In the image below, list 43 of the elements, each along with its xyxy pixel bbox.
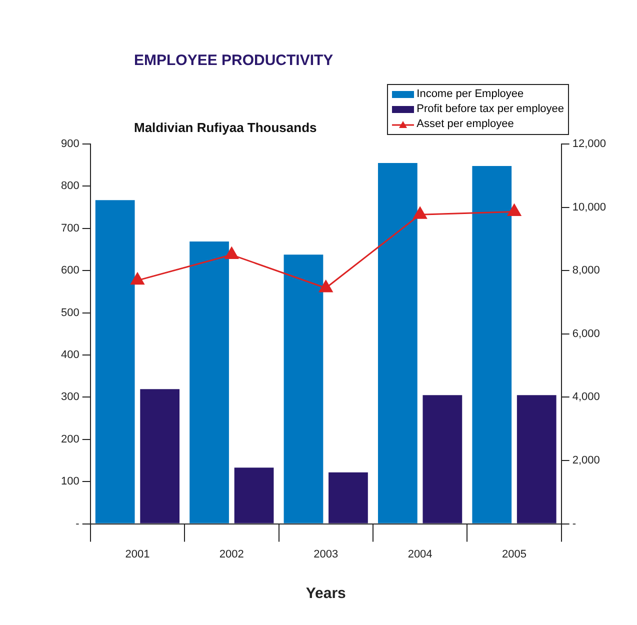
x-tick-label: 2004 xyxy=(408,548,432,560)
bar xyxy=(378,162,418,524)
y2-tick-label: 2,000 xyxy=(572,454,600,467)
point xyxy=(319,280,333,292)
x-tick-label: 2003 xyxy=(314,548,338,560)
x-tick-label: 2005 xyxy=(502,548,526,560)
x-axis-title: Years xyxy=(306,585,346,602)
y-tick-label: 600 xyxy=(60,264,80,277)
bar xyxy=(472,166,512,524)
point xyxy=(224,247,238,260)
bar xyxy=(422,395,462,524)
bar xyxy=(328,472,368,524)
legend-label: Profit before tax per employee xyxy=(416,102,564,117)
y-tick-label: 800 xyxy=(60,180,80,192)
y-tick-label: 300 xyxy=(60,391,80,404)
bar xyxy=(190,241,229,524)
y2-tick-label: 12,000 xyxy=(572,138,606,150)
point xyxy=(413,206,427,219)
bar xyxy=(234,468,274,524)
bar xyxy=(284,254,324,524)
point xyxy=(507,204,522,216)
legend-label: Income per Employee xyxy=(416,87,524,102)
y-axis-title: Maldivian Rufiyaa Thousands xyxy=(134,120,317,135)
bar xyxy=(516,395,556,524)
x-tick-label: 2001 xyxy=(125,548,150,560)
point xyxy=(130,272,144,285)
y-tick-label: 400 xyxy=(60,349,80,362)
y2-tick-label: 10,000 xyxy=(572,201,606,214)
y2-tick-label: 4,000 xyxy=(572,391,600,404)
y-tick-label: 100 xyxy=(60,476,80,488)
y2-tick-label: 6,000 xyxy=(572,328,600,340)
x-tick-label: 2002 xyxy=(219,548,244,560)
y2-tick-label: 8,000 xyxy=(572,264,600,277)
y-tick-label: 900 xyxy=(60,138,80,150)
y-tick-label: - xyxy=(76,518,80,530)
y-tick-label: 200 xyxy=(60,433,80,446)
bar xyxy=(140,389,180,524)
bar xyxy=(95,200,135,524)
y-tick-label: 500 xyxy=(60,306,80,319)
y2-tick-label: - xyxy=(572,518,576,530)
chart-title: EMPLOYEE PRODUCTIVITY xyxy=(134,52,334,69)
legend-label: Asset per employee xyxy=(416,117,514,132)
y-tick-label: 700 xyxy=(60,222,80,234)
